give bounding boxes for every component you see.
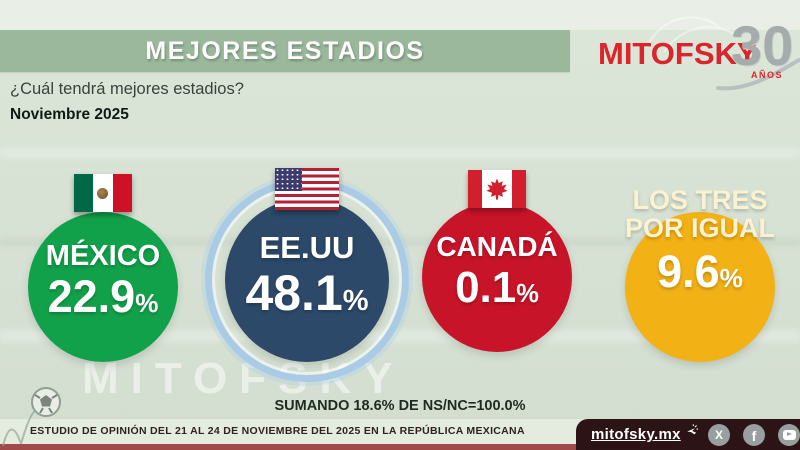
click-cursor-icon [686, 423, 698, 434]
option-los-tres-text: LOS TRES POR IGUAL 9.6% [607, 186, 793, 294]
website-link[interactable]: mitofsky.mx [591, 426, 681, 443]
background-streak [0, 148, 800, 158]
option-label: MÉXICO [45, 239, 161, 272]
website-box: mitofsky.mx X f [576, 419, 800, 450]
study-note: ESTUDIO DE OPINIÓN DEL 21 AL 24 DE NOVIE… [30, 425, 525, 437]
option-value: 22.9% [47, 271, 159, 323]
x-twitter-icon[interactable]: X [708, 423, 730, 446]
option-label-line2: POR IGUAL [624, 213, 775, 244]
percent-sign: % [342, 285, 369, 318]
sketch-doodle [645, 16, 739, 53]
social-icons: X f [708, 423, 800, 446]
background-streak [0, 330, 800, 342]
page-title: MEJORES ESTADIOS [145, 36, 425, 65]
percent-sign: % [719, 262, 743, 293]
top-strip [0, 0, 800, 30]
swoosh-icon [716, 58, 800, 91]
bottom-accent-strip [0, 444, 800, 450]
percent-sign: % [135, 288, 159, 319]
survey-question: ¿Cuál tendrá mejores estadios? [10, 80, 244, 98]
title-bar: MEJORES ESTADIOS [0, 30, 570, 72]
option-bubble-canada: CANADÁ 0.1% [422, 202, 572, 352]
option-label: CANADÁ [436, 231, 558, 263]
percent-sign: % [516, 279, 539, 308]
eagle-emblem-icon [97, 187, 109, 199]
stars-canton [275, 168, 302, 191]
mitofsky-logo: MITOFSKY 30 AÑOS [598, 18, 800, 91]
usa-flag-icon [275, 168, 339, 210]
option-label-line1: LOS TRES [632, 185, 768, 215]
anniversary-number: 30 [731, 14, 794, 77]
soccer-ball-doodle [2, 387, 61, 447]
option-bubble-eeuu: EE.UU 48.1% [225, 198, 389, 362]
ns-nc-footnote: SUMANDO 18.6% DE NS/NC=100.0% [274, 398, 526, 414]
option-value: 48.1% [245, 265, 369, 322]
option-bubble-los-tres [625, 212, 775, 362]
option-value: 9.6% [657, 245, 743, 297]
facebook-icon[interactable]: f [743, 423, 765, 446]
survey-date: Noviembre 2025 [10, 106, 129, 123]
mexico-flag-icon [74, 174, 132, 212]
option-bubble-mexico: MÉXICO 22.9% [28, 212, 178, 362]
maple-leaf-icon [486, 178, 508, 200]
option-label: EE.UU [259, 229, 355, 265]
option-bubble-eeuu-wrap: EE.UU 48.1% [205, 178, 409, 382]
canada-flag-icon [468, 170, 526, 208]
brand-wordmark: MITOFSKY [598, 36, 758, 71]
youtube-icon[interactable] [778, 423, 800, 446]
option-value: 0.1% [455, 262, 539, 312]
anniversary-label: AÑOS [751, 70, 784, 80]
